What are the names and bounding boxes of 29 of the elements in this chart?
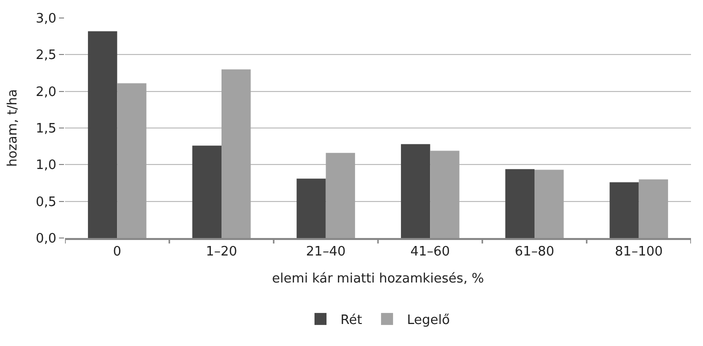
x-tick-label: 21–40	[306, 244, 346, 260]
x-axis-title: elemi kár miatti hozamkiesés, %	[272, 271, 484, 286]
y-tick-label: 0,0	[36, 232, 56, 247]
legend-label: Rét	[340, 313, 362, 328]
y-tick-label: 3,0	[36, 12, 56, 27]
bar	[430, 150, 460, 238]
y-tick-label: 2,5	[36, 48, 56, 64]
bar	[326, 152, 356, 238]
bar	[88, 31, 118, 238]
bar	[222, 69, 251, 238]
bar	[610, 182, 639, 238]
y-tick-label: 1,5	[36, 122, 56, 137]
y-tick-label: 1,0	[36, 158, 56, 174]
y-tick-label: 2,0	[36, 84, 56, 100]
x-tick-label: 41–60	[410, 244, 450, 260]
bar	[638, 179, 668, 238]
bar	[117, 83, 146, 238]
bar	[534, 170, 564, 238]
y-tick-label: 0,5	[36, 194, 56, 210]
legend-label: Legelő	[407, 313, 450, 328]
x-tick-label: 0	[113, 244, 122, 260]
bar	[505, 169, 534, 238]
x-tick-label: 81–100	[614, 244, 663, 260]
bar	[192, 146, 222, 238]
bar	[400, 144, 430, 238]
y-axis-title: hozam, t/ha	[6, 89, 21, 167]
x-tick-label: 1–20	[206, 244, 238, 260]
bar	[296, 178, 326, 238]
x-tick-label: 61–80	[514, 244, 554, 260]
